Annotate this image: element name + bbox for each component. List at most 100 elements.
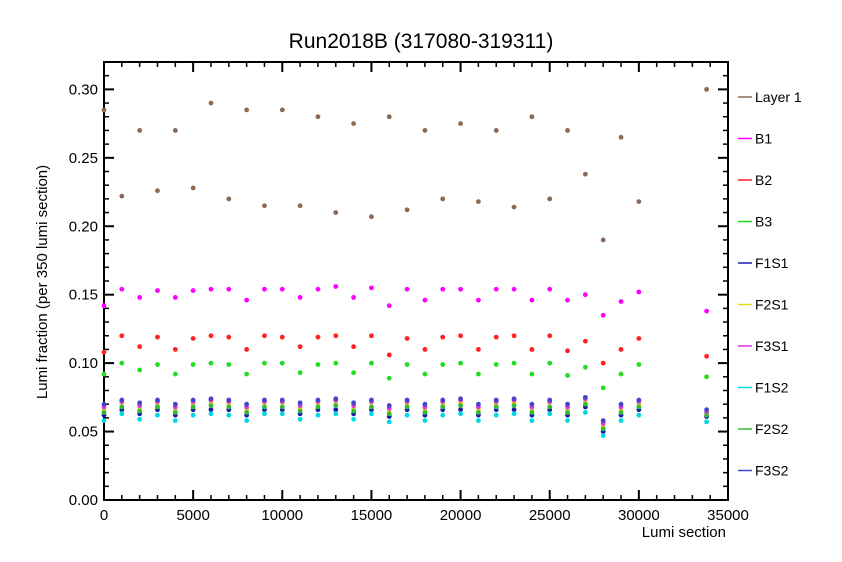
- legend-label: F3S1: [755, 338, 789, 354]
- point-b2: [458, 333, 463, 339]
- point-b2: [244, 347, 250, 352]
- point-layer-1: [493, 128, 499, 133]
- point-f2s2: [119, 404, 125, 410]
- point-f1s2: [582, 410, 588, 415]
- point-f1s2: [315, 412, 321, 418]
- point-f1s2: [369, 411, 374, 417]
- point-b2: [529, 347, 535, 352]
- point-f3s2: [582, 394, 588, 400]
- point-b3: [190, 362, 196, 367]
- point-b1: [422, 297, 428, 303]
- data-points: [101, 86, 710, 439]
- point-b1: [351, 295, 356, 300]
- point-layer-1: [190, 185, 196, 191]
- point-f2s2: [636, 404, 642, 410]
- point-b1: [493, 286, 499, 292]
- point-b3: [208, 360, 214, 366]
- point-b2: [137, 344, 143, 350]
- point-layer-1: [351, 121, 356, 126]
- point-b1: [529, 297, 535, 303]
- point-f1s2: [547, 411, 553, 417]
- point-f2s2: [547, 404, 553, 410]
- point-b2: [155, 334, 160, 340]
- point-b3: [262, 360, 267, 366]
- point-f3s2: [208, 396, 214, 402]
- x-axis-title: Lumi section: [642, 524, 726, 541]
- point-b2: [226, 334, 232, 340]
- point-f3s2: [297, 400, 303, 406]
- point-b2: [101, 349, 107, 355]
- chart-title: Run2018B (317080-319311): [289, 30, 554, 53]
- point-layer-1: [511, 204, 517, 210]
- point-b2: [262, 333, 267, 339]
- point-f2s2: [458, 403, 463, 408]
- point-b3: [493, 362, 499, 367]
- point-f1s2: [704, 419, 710, 425]
- point-b2: [704, 353, 710, 359]
- x-tick-label: 20000: [440, 507, 482, 524]
- point-b1: [404, 286, 410, 292]
- point-b2: [279, 334, 285, 340]
- point-b3: [511, 360, 517, 366]
- point-f1s2: [137, 416, 143, 422]
- point-layer-1: [262, 203, 267, 209]
- point-layer-1: [618, 134, 624, 140]
- point-b3: [565, 373, 570, 378]
- point-layer-1: [297, 203, 303, 209]
- legend-label: F1S1: [755, 255, 789, 271]
- point-f2s2: [404, 404, 410, 410]
- point-b1: [511, 286, 517, 292]
- point-b3: [404, 362, 410, 367]
- point-b2: [297, 344, 303, 350]
- point-b1: [262, 286, 267, 292]
- point-f1s2: [226, 412, 232, 418]
- point-layer-1: [704, 86, 710, 92]
- point-f1s2: [511, 411, 517, 417]
- point-f3s2: [262, 397, 267, 403]
- y-tick-label: 0.20: [69, 218, 98, 235]
- point-f3s2: [190, 397, 196, 403]
- point-f1s2: [422, 418, 428, 424]
- point-f2s2: [565, 410, 570, 415]
- point-b3: [244, 371, 250, 377]
- point-b2: [565, 348, 570, 354]
- point-layer-1: [279, 107, 285, 113]
- point-f2s2: [137, 408, 143, 414]
- point-b1: [279, 286, 285, 292]
- point-f2s2: [297, 408, 303, 414]
- point-b3: [369, 360, 374, 366]
- point-b2: [351, 344, 356, 350]
- point-b3: [636, 362, 642, 367]
- point-f3s2: [529, 401, 535, 407]
- point-layer-1: [386, 114, 392, 120]
- point-f3s2: [119, 397, 125, 403]
- point-f3s2: [704, 407, 710, 413]
- point-b1: [190, 288, 196, 293]
- legend: Layer 1 B1 B2 B3 F1S1 F2S1 F3S1 F1S2 F2S2 F3S2: [738, 89, 802, 479]
- point-layer-1: [582, 171, 588, 177]
- point-f1s2: [101, 418, 107, 424]
- point-f2s2: [476, 410, 481, 415]
- point-layer-1: [458, 121, 463, 126]
- point-f3s2: [333, 396, 339, 402]
- point-layer-1: [333, 210, 339, 215]
- point-f1s2: [297, 416, 303, 422]
- point-b1: [547, 286, 553, 292]
- point-b1: [226, 286, 232, 292]
- point-b2: [208, 333, 214, 339]
- point-f2s2: [190, 404, 196, 410]
- point-f1s2: [386, 419, 392, 425]
- point-f2s2: [101, 410, 107, 415]
- point-f1s2: [493, 412, 499, 418]
- point-layer-1: [208, 100, 214, 106]
- legend-label: F2S1: [755, 297, 789, 313]
- point-b3: [476, 371, 481, 377]
- legend-label: Layer 1: [755, 89, 802, 105]
- point-b1: [119, 286, 125, 292]
- point-b1: [458, 286, 463, 292]
- point-b2: [493, 334, 499, 340]
- point-layer-1: [565, 128, 570, 133]
- point-b1: [333, 284, 339, 289]
- x-tick-label: 10000: [261, 507, 303, 524]
- point-f1s1: [208, 407, 214, 413]
